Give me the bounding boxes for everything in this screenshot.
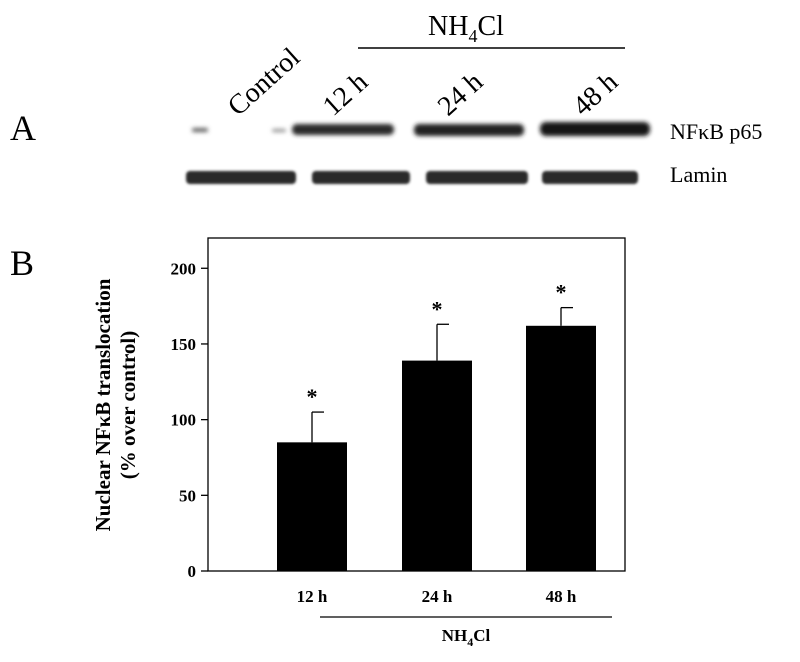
panel-a: A NH4Cl Control 12 h 24 h 48 h NFκB p65 … <box>10 11 762 187</box>
x-tick-label: 24 h <box>422 587 453 606</box>
x-axis-ticks: 12 h 24 h 48 h <box>297 587 577 606</box>
bar-12h <box>277 442 347 571</box>
panel-b: B Nuclear NFκB translocation (% over con… <box>10 237 626 649</box>
y-tick-label: 150 <box>171 335 197 354</box>
significance-marker: * <box>432 296 443 321</box>
blot-nfkb-bands <box>192 122 650 136</box>
panel-a-letter: A <box>10 108 36 148</box>
significance-marker: * <box>556 280 567 305</box>
panel-b-letter: B <box>10 243 34 283</box>
blot-label-lamin: Lamin <box>670 162 727 187</box>
y-tick-label: 200 <box>171 259 197 278</box>
y-axis-title-line1: Nuclear NFκB translocation <box>91 278 115 531</box>
y-axis-title: Nuclear NFκB translocation (% over contr… <box>91 278 140 531</box>
bar-24h <box>402 360 472 571</box>
blot-label-nfkb: NFκB p65 <box>670 119 762 144</box>
y-tick-label: 50 <box>179 486 196 505</box>
bar-48h <box>526 325 596 571</box>
y-axis-title-line2: (% over control) <box>116 331 140 480</box>
significance-marker: * <box>307 384 318 409</box>
y-tick-label: 0 <box>188 562 197 581</box>
lane-label-control: Control <box>222 42 306 122</box>
y-axis-ticks: 0 50 100 150 200 <box>171 259 208 581</box>
x-group-label: NH4Cl <box>442 626 491 649</box>
lane-label-24h: 24 h <box>432 66 489 122</box>
y-tick-label: 100 <box>171 411 197 430</box>
blot-lamin-bands <box>186 171 638 184</box>
lane-label-12h: 12 h <box>317 66 374 122</box>
x-tick-label: 12 h <box>297 587 328 606</box>
lane-label-48h: 48 h <box>567 66 624 122</box>
bars: * * * <box>277 280 596 571</box>
x-tick-label: 48 h <box>546 587 577 606</box>
blot-treatment-header: NH4Cl <box>428 11 504 46</box>
